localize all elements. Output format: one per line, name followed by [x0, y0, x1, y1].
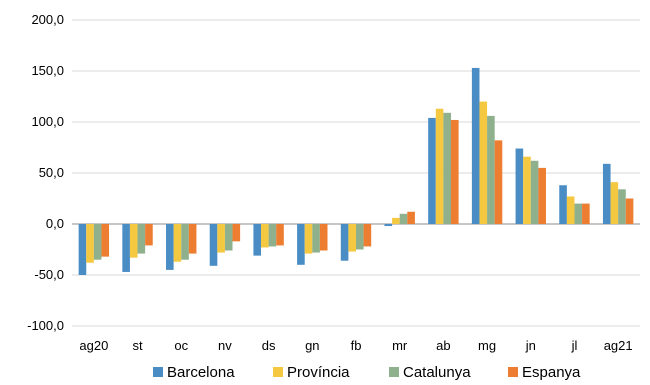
bar-espanya-jl — [582, 203, 590, 224]
legend-label: Catalunya — [403, 364, 471, 381]
bar-espanya-ag21 — [625, 198, 634, 224]
x-category-label: oc — [174, 338, 188, 353]
x-category-label: ag21 — [604, 338, 633, 353]
x-category-label: fb — [351, 338, 362, 353]
x-category-label: mr — [392, 338, 408, 353]
bar-prov-ncia-jn — [523, 156, 531, 224]
bar-prov-ncia-oc — [173, 224, 182, 262]
y-tick-label: -50,0 — [34, 267, 64, 282]
bar-barcelona-ag21 — [602, 163, 611, 224]
bar-prov-ncia-mr — [392, 217, 400, 224]
bar-espanya-mg — [494, 140, 503, 224]
x-category-label: st — [132, 338, 143, 353]
bar-barcelona-ds — [253, 224, 262, 256]
x-category-label: ds — [262, 338, 276, 353]
grid — [72, 19, 640, 327]
bar-espanya-jn — [538, 167, 546, 224]
x-category-label: ab — [436, 338, 450, 353]
legend-swatch-prov-ncia — [273, 367, 283, 377]
x-category-label: ag20 — [79, 338, 108, 353]
y-tick-label: 50,0 — [39, 165, 64, 180]
legend-swatch-barcelona — [153, 367, 163, 377]
bar-catalunya-mr — [399, 213, 408, 224]
bar-barcelona-ag20 — [78, 224, 87, 275]
bar-espanya-nv — [232, 224, 241, 242]
bar-espanya-ab — [450, 119, 459, 224]
bar-barcelona-mg — [471, 67, 480, 224]
bars — [78, 67, 634, 275]
bar-prov-ncia-nv — [217, 224, 225, 253]
bar-catalunya-ds — [268, 224, 277, 247]
bar-catalunya-ag20 — [93, 224, 102, 260]
bar-barcelona-st — [122, 224, 130, 272]
x-category-label: jl — [571, 338, 578, 353]
y-tick-label: 200,0 — [31, 12, 64, 27]
bar-barcelona-jl — [559, 185, 567, 224]
bar-catalunya-st — [137, 224, 146, 254]
bar-espanya-mr — [407, 211, 415, 224]
bar-barcelona-ab — [428, 117, 436, 224]
bar-espanya-gn — [319, 224, 328, 251]
x-category-label: gn — [305, 338, 319, 353]
bar-catalunya-mg — [487, 115, 495, 224]
bar-espanya-oc — [188, 224, 197, 254]
bar-catalunya-oc — [181, 224, 189, 260]
bar-catalunya-jn — [530, 160, 539, 224]
bar-prov-ncia-ag20 — [86, 224, 94, 263]
legend-label: Barcelona — [167, 364, 235, 381]
bar-prov-ncia-ag21 — [610, 182, 619, 224]
x-category-label: nv — [218, 338, 232, 353]
bar-catalunya-fb — [356, 224, 364, 250]
bar-barcelona-mr — [384, 224, 393, 227]
x-category-label: jn — [525, 338, 536, 353]
bar-prov-ncia-fb — [348, 224, 356, 252]
bar-barcelona-oc — [166, 224, 174, 270]
bar-catalunya-ab — [443, 112, 451, 224]
x-category-label: mg — [478, 338, 496, 353]
x-axis: ag20 st oc nv ds gn fb mr ab mg jn jl ag21 — [79, 338, 632, 353]
bar-espanya-ds — [276, 224, 284, 246]
y-tick-label: 150,0 — [31, 63, 64, 78]
bar-barcelona-fb — [340, 224, 349, 261]
bar-espanya-ag20 — [101, 224, 110, 257]
bar-prov-ncia-mg — [479, 101, 488, 224]
legend: Barcelona Província Catalunya Espanya — [153, 364, 581, 381]
bar-prov-ncia-st — [129, 224, 138, 258]
bar-espanya-fb — [363, 224, 372, 247]
bar-barcelona-jn — [515, 148, 524, 224]
bar-barcelona-gn — [297, 224, 305, 265]
legend-swatch-catalunya — [389, 367, 399, 377]
legend-label: Província — [287, 364, 350, 381]
y-tick-label: 100,0 — [31, 114, 64, 129]
y-tick-label: 0,0 — [46, 216, 64, 231]
bar-catalunya-ag21 — [618, 189, 626, 224]
legend-label: Espanya — [522, 364, 581, 381]
bar-prov-ncia-gn — [304, 224, 313, 254]
bar-barcelona-nv — [209, 224, 218, 266]
bar-espanya-st — [145, 224, 153, 246]
bar-prov-ncia-jl — [566, 196, 575, 224]
bar-prov-ncia-ab — [435, 108, 444, 224]
legend-swatch-espanya — [508, 367, 518, 377]
y-axis: 200,0 150,0 100,0 50,0 0,0 -50,0 -100,0 — [27, 12, 64, 333]
bar-catalunya-gn — [312, 224, 320, 253]
bar-catalunya-nv — [224, 224, 233, 251]
y-tick-label: -100,0 — [27, 318, 64, 333]
bar-prov-ncia-ds — [261, 224, 269, 248]
bar-catalunya-jl — [574, 203, 583, 224]
